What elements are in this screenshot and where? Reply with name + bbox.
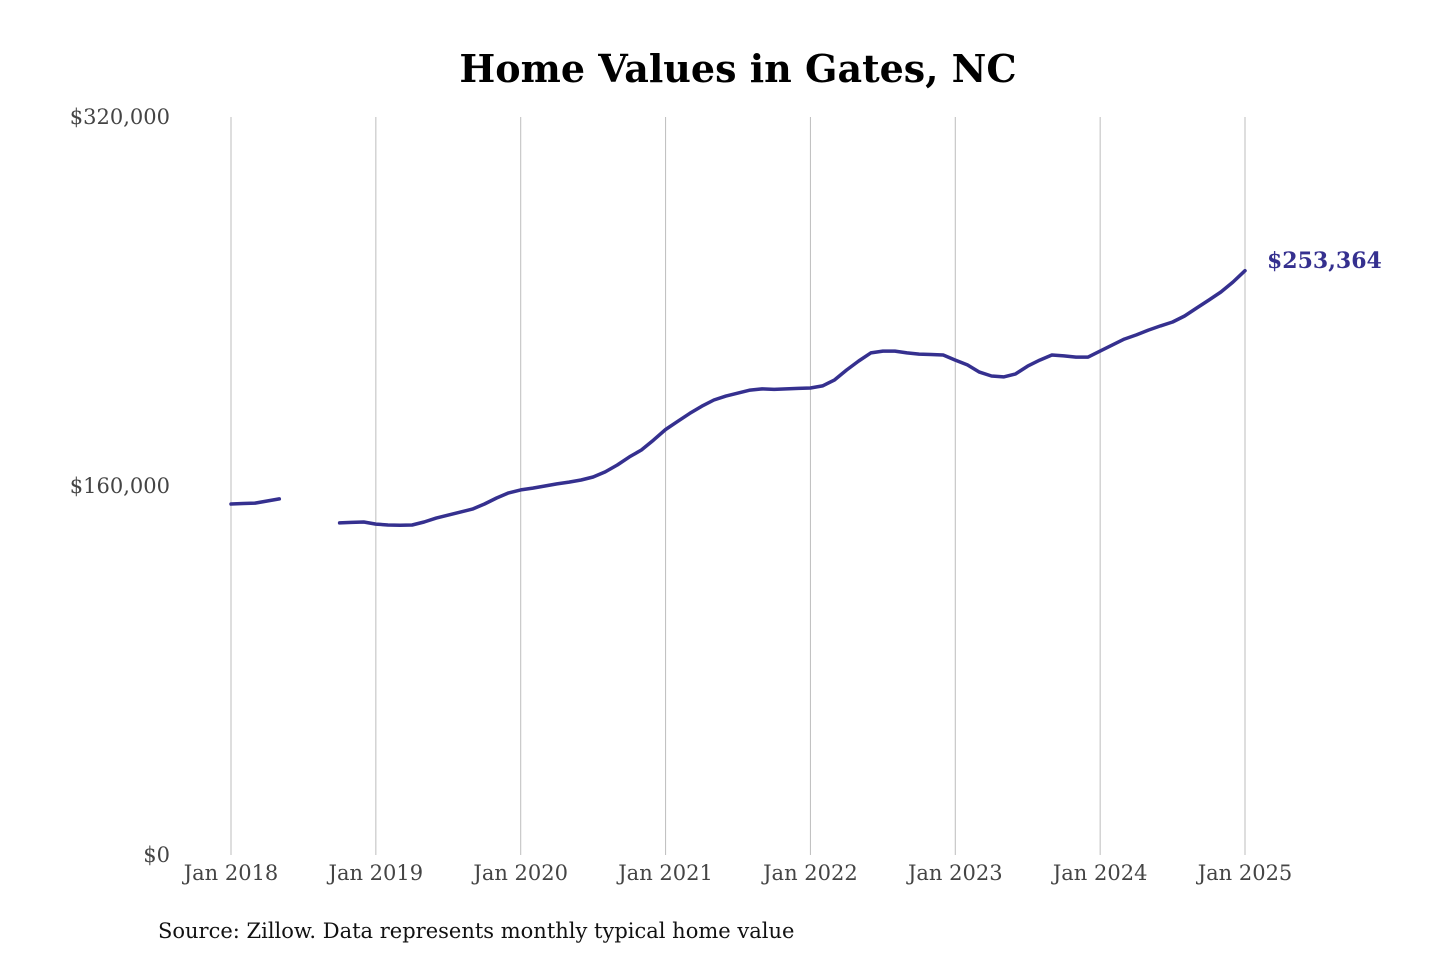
- x-tick-label: Jan 2018: [182, 861, 279, 885]
- x-tick-label: Jan 2019: [327, 861, 424, 885]
- x-tick-label: Jan 2024: [1051, 861, 1148, 885]
- x-tick-label: Jan 2025: [1196, 861, 1293, 885]
- x-axis-ticks: Jan 2018 Jan 2019 Jan 2020 Jan 2021 Jan 2022…: [182, 861, 1293, 885]
- x-tick-label: Jan 2022: [761, 861, 858, 885]
- x-tick-label: Jan 2023: [906, 861, 1003, 885]
- source-note: Source: Zillow. Data represents monthly …: [158, 919, 794, 943]
- series-lines: [229, 268, 1247, 527]
- y-tick-label: $0: [143, 843, 170, 867]
- gridlines: [230, 117, 1246, 855]
- y-tick-label: $160,000: [70, 474, 170, 498]
- chart-title: Home Values in Gates, NC: [459, 46, 1016, 91]
- series-line-segment: [337, 268, 1247, 527]
- y-axis-ticks: $0 $160,000 $320,000: [70, 105, 170, 867]
- x-tick-label: Jan 2021: [616, 861, 713, 885]
- x-tick-label: Jan 2020: [471, 861, 568, 885]
- series-line-segment: [229, 497, 282, 506]
- y-tick-label: $320,000: [70, 105, 170, 129]
- end-value-label: $253,364: [1267, 248, 1382, 274]
